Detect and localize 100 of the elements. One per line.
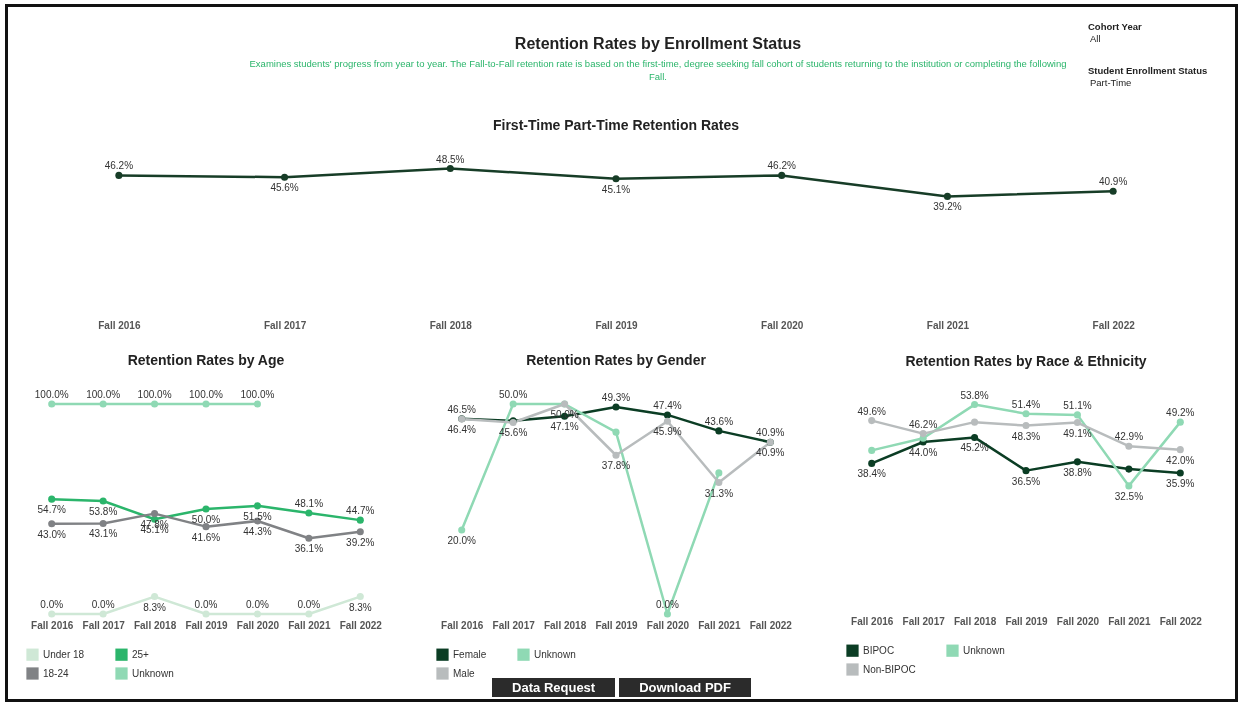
data-label: 36.5%	[1011, 475, 1041, 487]
data-label: 48.1%	[294, 497, 324, 509]
legend-label: Unknown	[534, 648, 576, 660]
point	[1022, 410, 1030, 418]
point	[1176, 469, 1184, 477]
legend-label: BIPOC	[863, 644, 895, 656]
legend-label: 25+	[132, 648, 150, 660]
data-label: 0.0%	[194, 599, 218, 610]
x-tick-label: Fall 2019	[185, 619, 229, 631]
x-tick-label: Fall 2018	[543, 619, 587, 631]
data-label: 54.7%	[37, 504, 66, 516]
x-tick-label: Fall 2022	[1092, 319, 1136, 331]
chart-title: Retention Rates by Race & Ethnicity	[905, 352, 1147, 369]
point	[612, 403, 620, 411]
point	[1176, 418, 1184, 426]
data-label: 50.0%	[191, 514, 221, 525]
data-label: 48.5%	[436, 153, 465, 165]
x-tick-label: Fall 2018	[133, 619, 177, 631]
point	[305, 610, 313, 618]
data-label: 37.8%	[601, 460, 631, 472]
x-tick-label: Fall 2020	[761, 319, 804, 331]
data-label: 40.9%	[756, 447, 785, 459]
point	[151, 510, 159, 518]
point	[971, 418, 979, 426]
point	[715, 469, 723, 477]
point	[48, 400, 56, 408]
x-tick-label: Fall 2016	[851, 615, 894, 627]
x-tick-label: Fall 2022	[339, 619, 383, 631]
data-label: 39.2%	[933, 201, 962, 213]
point	[1109, 187, 1117, 195]
point	[663, 411, 671, 419]
data-label: 49.1%	[1063, 427, 1092, 439]
data-label: 51.4%	[1011, 398, 1041, 410]
data-label: 53.8%	[960, 389, 989, 401]
data-label: 46.4%	[447, 424, 476, 436]
data-label: 100.0%	[34, 389, 69, 400]
data-label: 8.3%	[143, 601, 167, 613]
point	[919, 430, 927, 438]
data-label: 45.9%	[653, 426, 682, 438]
data-label: 44.0%	[908, 447, 938, 458]
data-label: 47.1%	[550, 421, 579, 433]
data-label: 49.2%	[1166, 407, 1195, 419]
x-tick-label: Fall 2022	[749, 619, 793, 631]
point	[202, 400, 210, 408]
data-label: 50.0%	[498, 389, 528, 400]
text: Part-Time	[1090, 77, 1133, 89]
point	[305, 509, 313, 517]
point	[305, 534, 313, 542]
point	[663, 610, 671, 618]
point	[99, 400, 107, 408]
legend-label: Unknown	[132, 667, 174, 679]
data-label: 42.0%	[1166, 454, 1195, 466]
data-label: 46.5%	[447, 403, 476, 415]
data-label: 0.0%	[91, 599, 115, 610]
text: Data Request	[492, 678, 616, 697]
x-tick-label: Fall 2017	[82, 619, 126, 631]
data-label: 47.4%	[653, 399, 682, 411]
point	[1073, 458, 1081, 466]
x-tick-label: Fall 2016	[441, 619, 484, 631]
point	[778, 171, 786, 179]
data-label: 0.0%	[40, 599, 64, 610]
point	[612, 428, 620, 436]
data-label: 46.2%	[908, 418, 938, 430]
x-tick-label: Fall 2020	[1056, 615, 1100, 627]
data-label: 36.1%	[294, 543, 324, 555]
x-tick-label: Fall 2019	[1005, 615, 1049, 627]
point	[202, 610, 210, 618]
x-tick-label: Fall 2019	[595, 319, 639, 331]
data-label: 100.0%	[189, 389, 224, 400]
point	[253, 610, 261, 618]
data-label: 31.3%	[704, 487, 734, 499]
point	[253, 502, 261, 510]
point	[115, 171, 123, 179]
data-label: 46.2%	[767, 160, 796, 172]
data-label: 100.0%	[240, 389, 275, 400]
legend-label: Under 18	[43, 648, 85, 660]
x-tick-label: Fall 2017	[263, 319, 307, 331]
point	[48, 610, 56, 618]
chart-title: Retention Rates by Age	[127, 352, 285, 368]
point	[715, 427, 723, 435]
data-label: 43.0%	[37, 528, 66, 540]
text: All	[1090, 33, 1102, 45]
data-label: 40.9%	[756, 427, 785, 439]
x-tick-label: Fall 2017	[902, 615, 946, 627]
point	[1125, 482, 1133, 490]
x-tick-label: Fall 2021	[288, 619, 331, 631]
data-label: 8.3%	[348, 601, 372, 613]
text: Examines students' progress from year to year. The Fall-to-Fall retention rate is based on the first-time, degree seeking fall cohort of students returning to the institution or completing the following Fall.	[248, 57, 1068, 83]
data-label: 51.5%	[243, 510, 272, 522]
data-label: 45.1%	[601, 183, 631, 195]
x-tick-label: Fall 2016	[31, 619, 74, 631]
text: Student Enrollment Status	[1088, 65, 1208, 77]
point	[458, 526, 466, 534]
point	[1073, 411, 1081, 419]
point	[1176, 446, 1184, 454]
data-label: 100.0%	[137, 389, 172, 400]
point	[99, 497, 107, 505]
x-tick-label: Fall 2018	[953, 615, 997, 627]
x-tick-label: Fall 2022	[1159, 615, 1203, 627]
point	[1022, 467, 1030, 475]
